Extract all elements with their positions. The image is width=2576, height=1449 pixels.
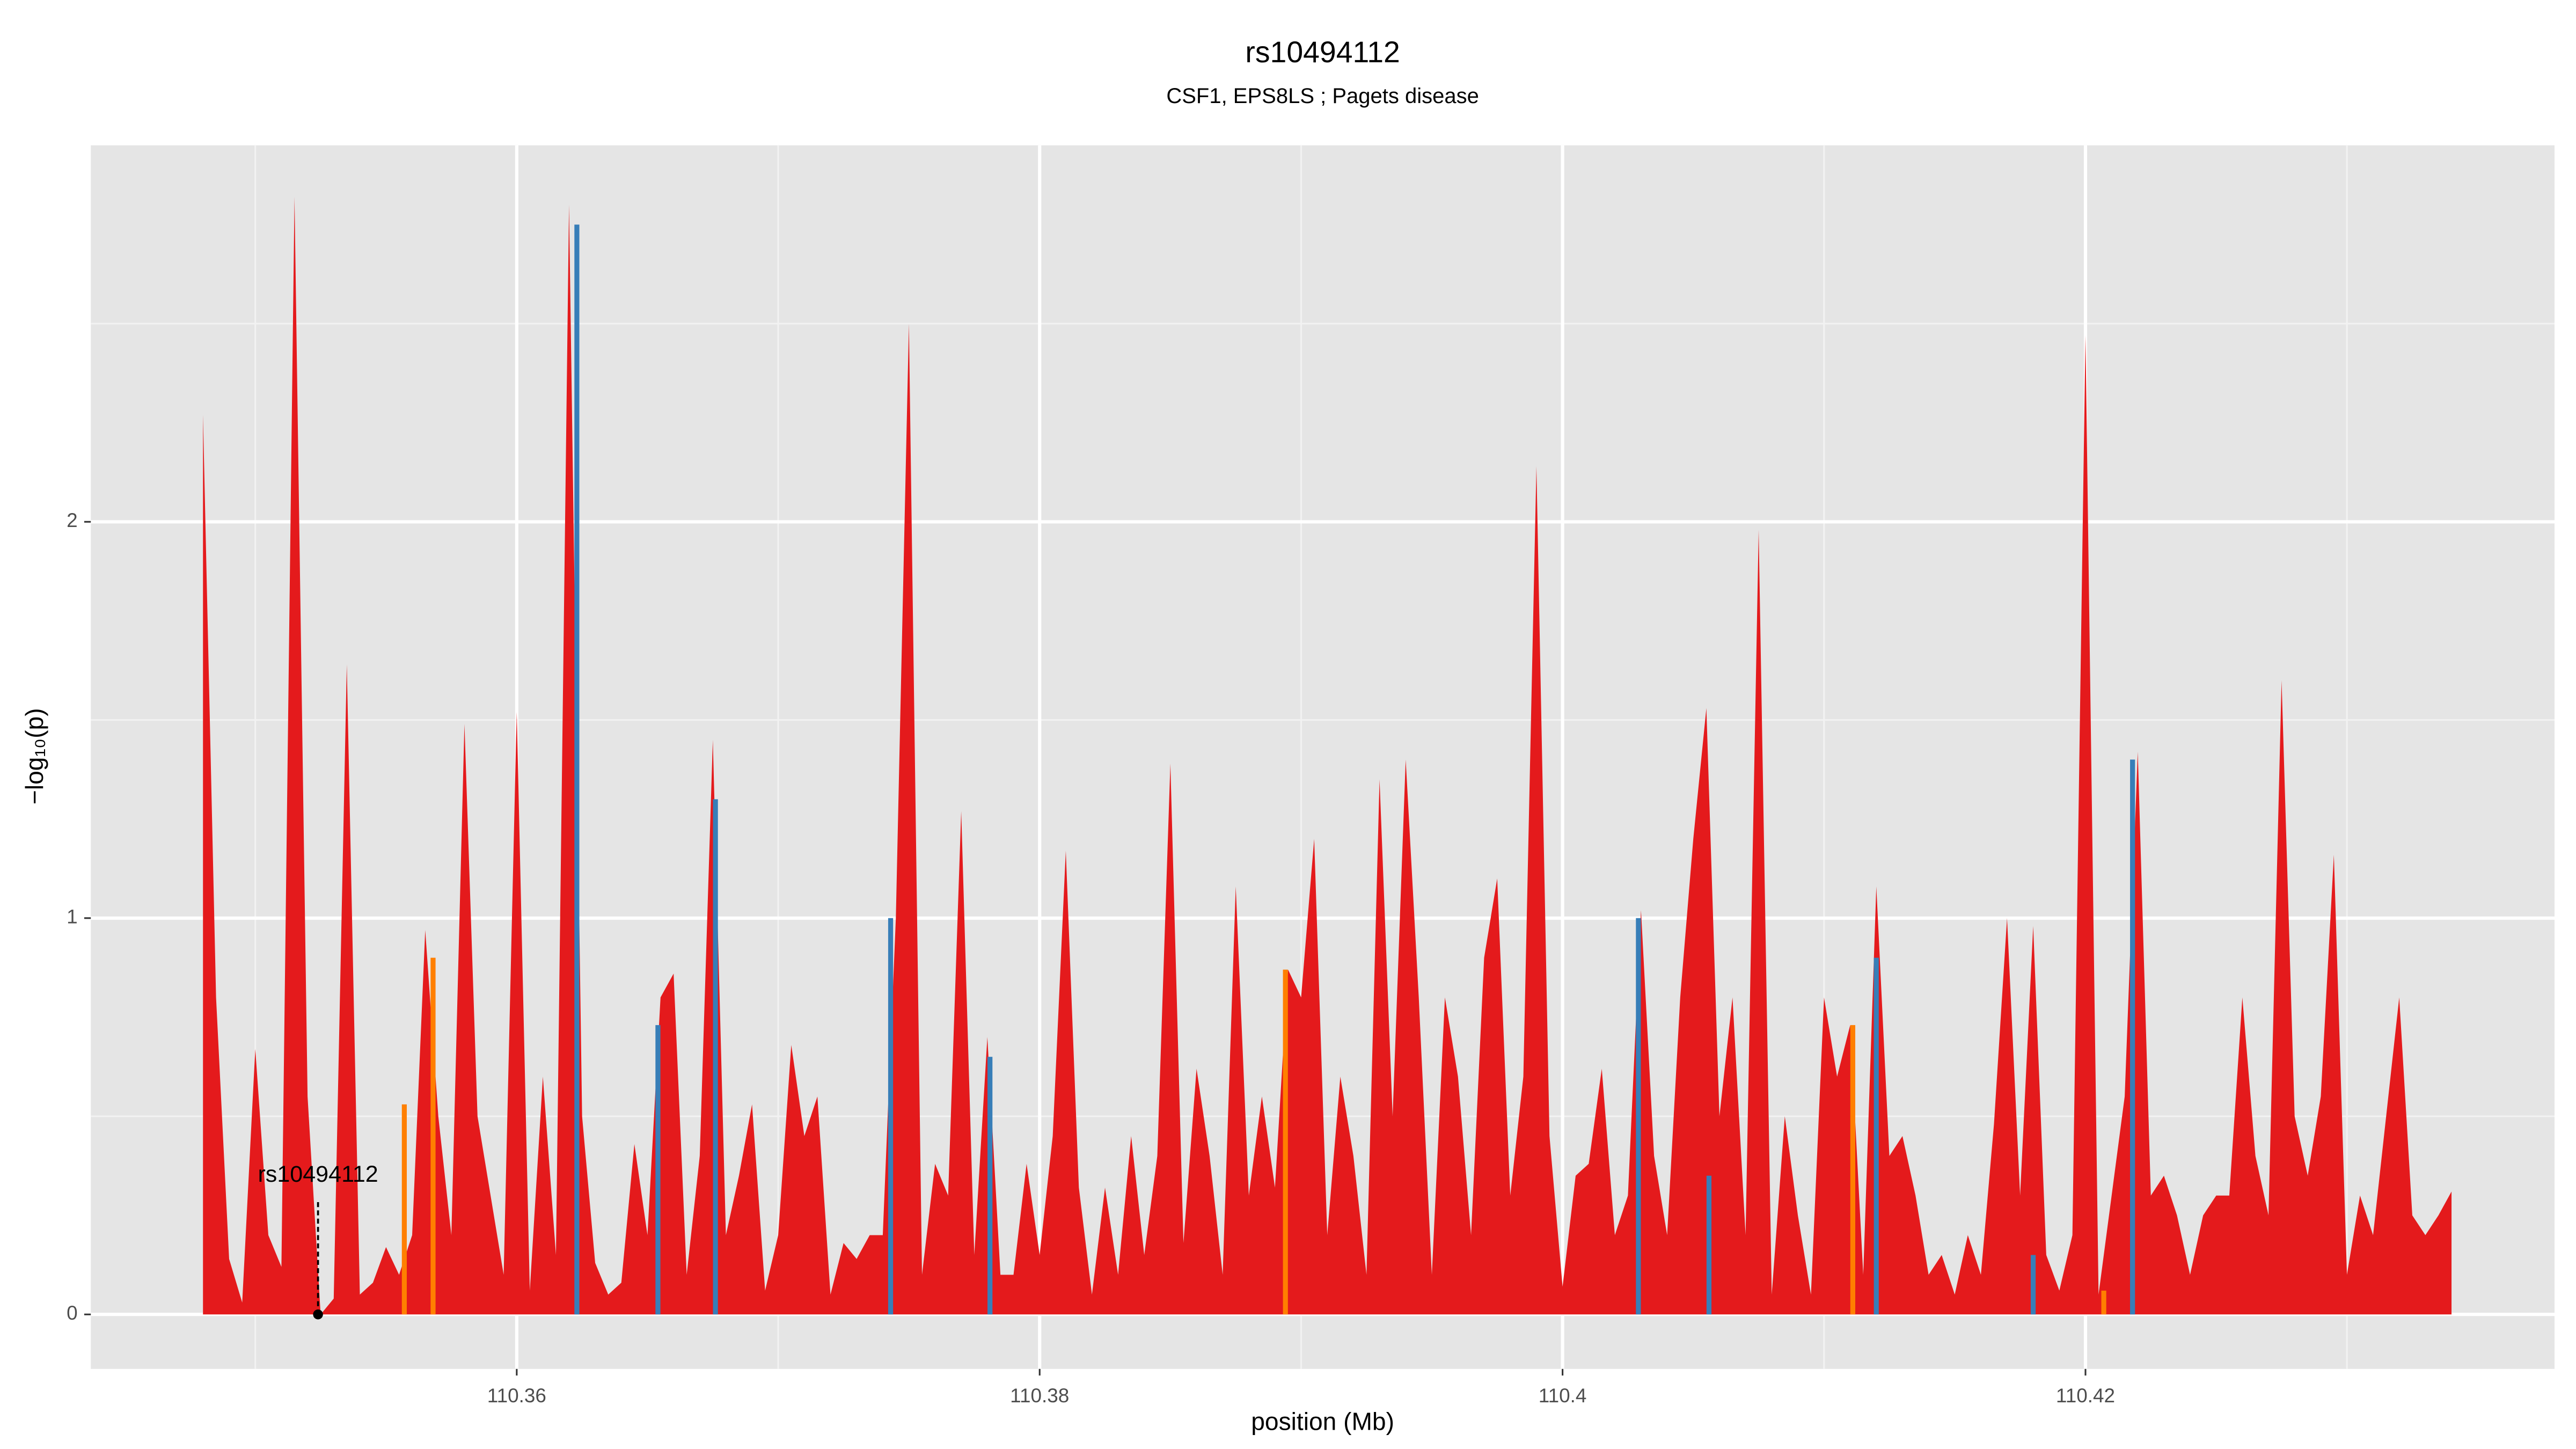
annotation-label: rs10494112 (258, 1161, 378, 1187)
x-tick-label: 110.38 (1010, 1385, 1069, 1407)
chart-title: rs10494112 (1245, 35, 1400, 69)
y-tick-label: 1 (67, 906, 78, 928)
x-axis-label: position (Mb) (1251, 1407, 1394, 1435)
y-axis-label: −log₁₀(p) (20, 708, 48, 804)
chart-subtitle: CSF1, EPS8LS ; Pagets disease (1166, 84, 1479, 108)
y-tick-label: 2 (67, 509, 78, 531)
x-tick-label: 110.4 (1539, 1385, 1587, 1407)
x-tick-label: 110.36 (487, 1385, 546, 1407)
y-tick-label: 0 (67, 1302, 78, 1324)
annotation-point (313, 1309, 323, 1320)
x-tick-label: 110.42 (2056, 1385, 2115, 1407)
area (203, 196, 2452, 1315)
